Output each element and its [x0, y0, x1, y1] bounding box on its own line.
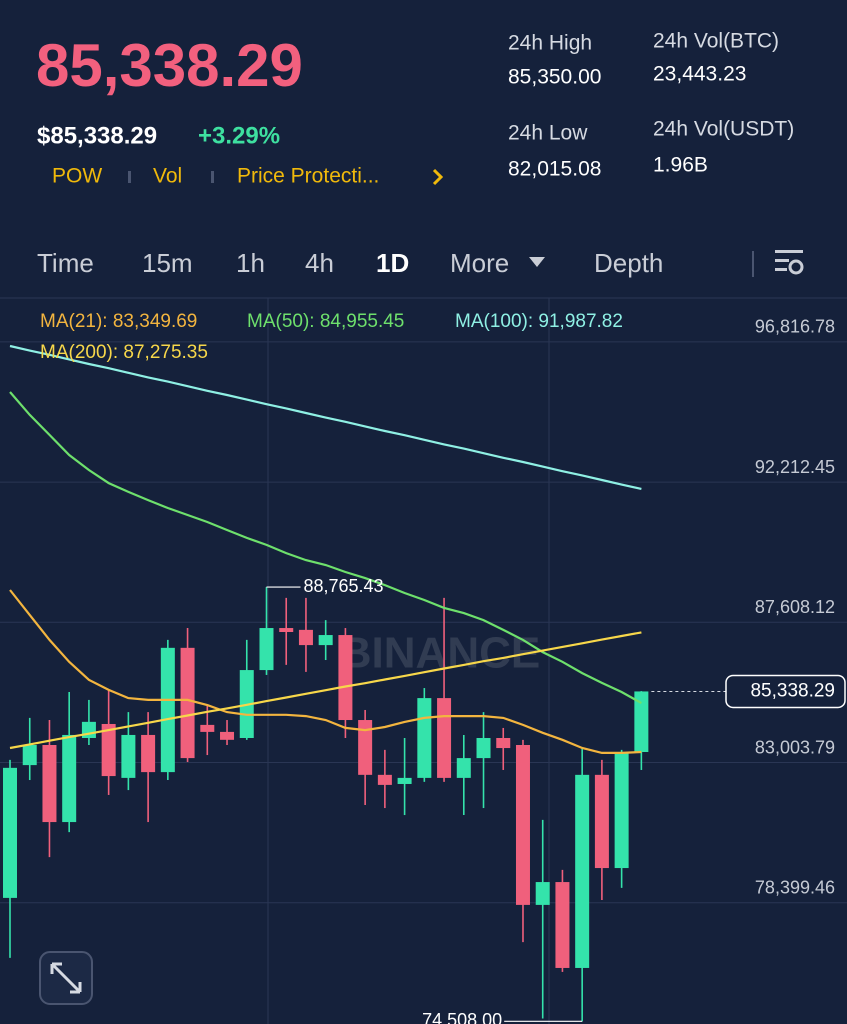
- stat-label: 24h Vol(USDT): [653, 118, 794, 141]
- candle-body: [634, 691, 649, 753]
- candle-body: [515, 744, 530, 905]
- candle-body: [358, 720, 373, 775]
- tag[interactable]: Vol: [153, 165, 182, 188]
- legend-entry: MA(100): 91,987.82: [455, 311, 623, 332]
- y-tick-label: 83,003.79: [755, 737, 835, 757]
- tab[interactable]: More: [450, 248, 509, 278]
- icon-bar: [775, 250, 803, 253]
- price-tag: 85,338.29: [750, 680, 835, 701]
- candle-body: [397, 777, 412, 784]
- expand-button[interactable]: [39, 951, 93, 1005]
- candle-body: [121, 734, 136, 778]
- candle-body: [3, 767, 17, 898]
- tab[interactable]: 15m: [142, 248, 193, 278]
- candle-body: [377, 774, 392, 785]
- annotation-label: 74,508.00: [422, 1010, 502, 1024]
- candle-body: [141, 734, 156, 773]
- settings-icon[interactable]: [775, 250, 804, 275]
- stat-label: 24h Vol(BTC): [653, 30, 779, 53]
- ma-line: [9, 631, 642, 750]
- plot: BINANCE96,816.7892,212.4587,608.1283,003…: [0, 311, 847, 1024]
- legend-entry: MA(50): 84,955.45: [247, 311, 404, 332]
- tag[interactable]: POW: [52, 165, 102, 188]
- tab[interactable]: Time: [37, 248, 94, 278]
- tab-active[interactable]: 1D: [376, 248, 409, 278]
- icon-bar: [775, 268, 787, 271]
- candle-body: [279, 628, 294, 632]
- candle-body: [456, 758, 471, 778]
- candle-body: [594, 774, 609, 869]
- price-change: +3.29%: [198, 122, 280, 149]
- candle-body: [298, 629, 313, 646]
- candle-body: [318, 635, 333, 646]
- annotation-label: 88,765.43: [303, 576, 383, 596]
- tab[interactable]: Depth: [594, 248, 663, 278]
- divider: [752, 251, 754, 277]
- stat-value: 82,015.08: [508, 158, 601, 181]
- stat-label: 24h Low: [508, 122, 588, 145]
- icon-gear: [788, 259, 804, 275]
- ma-line: [9, 589, 642, 754]
- candle-body: [220, 731, 235, 740]
- legend-entry: MA(200): 87,275.35: [40, 342, 208, 363]
- divider: [211, 171, 214, 183]
- ma-line: [9, 344, 642, 490]
- dropdown-icon: [529, 257, 545, 267]
- candle-body: [496, 737, 511, 749]
- divider: [128, 171, 131, 183]
- candle-body: [338, 635, 353, 721]
- candle-body: [614, 752, 629, 869]
- tag[interactable]: Price Protecti...: [237, 165, 379, 188]
- candle-body: [555, 882, 570, 968]
- candle-body: [62, 734, 77, 823]
- legend-entry: MA(21): 83,349.69: [40, 311, 197, 332]
- candle-body: [42, 744, 57, 823]
- candle-body: [437, 698, 452, 778]
- candle-body: [101, 723, 116, 777]
- y-tick-label: 92,212.45: [755, 457, 835, 477]
- tab[interactable]: 1h: [236, 248, 265, 278]
- candle-body: [259, 628, 274, 671]
- candle-body: [180, 647, 195, 759]
- expand-icon: [50, 962, 82, 994]
- y-tick-label: 96,816.78: [755, 317, 835, 337]
- y-tick-label: 87,608.12: [755, 597, 835, 617]
- y-tick-label: 78,399.46: [755, 878, 835, 898]
- tab[interactable]: 4h: [305, 248, 334, 278]
- price-tag-frame: [725, 674, 846, 709]
- usd-price: $85,338.29: [37, 122, 157, 149]
- chevron-icon[interactable]: [432, 168, 444, 186]
- stat-value: 1.96B: [653, 154, 708, 177]
- last-price: 85,338.29: [36, 32, 303, 99]
- icon-bar: [775, 259, 789, 262]
- candle-body: [200, 724, 215, 732]
- candle-body: [575, 774, 590, 968]
- stat-value: 85,350.00: [508, 66, 601, 89]
- candle-body: [22, 744, 37, 766]
- candle-body: [535, 882, 550, 905]
- candle-body: [417, 698, 432, 778]
- candle-body: [476, 737, 491, 759]
- stat-label: 24h High: [508, 32, 592, 55]
- stat-value: 23,443.23: [653, 63, 746, 86]
- candle-body: [160, 647, 175, 773]
- ma-line: [9, 391, 642, 705]
